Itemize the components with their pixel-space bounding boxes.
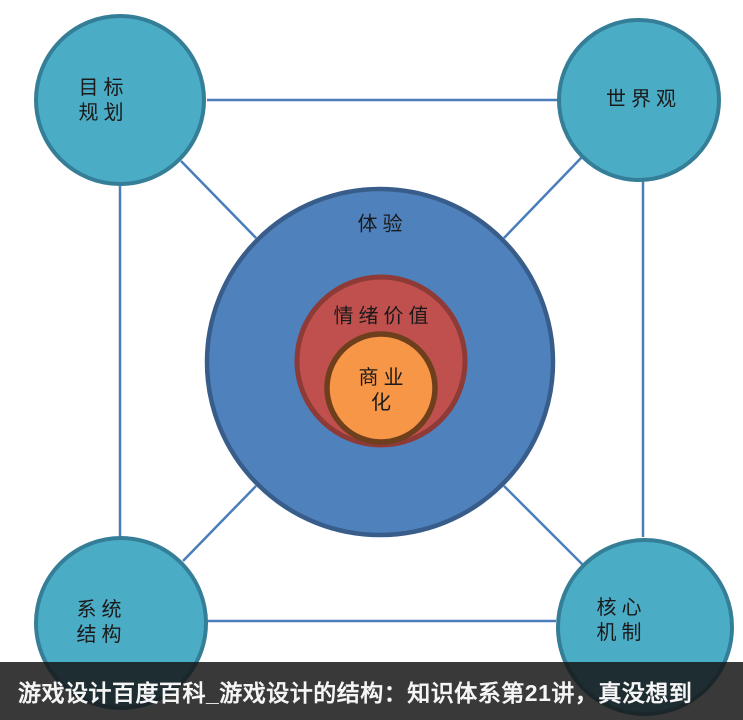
venn-inner-label-line: 商业 [358, 365, 409, 389]
node-label-bottom-right: 核心 机制 [592, 595, 647, 645]
node-label-line: 机制 [596, 620, 647, 644]
node-label-line: 系统 [76, 597, 127, 621]
node-label-line: 核心 [596, 595, 647, 619]
node-circle-top-right [557, 18, 721, 182]
node-circle-top-left [34, 14, 206, 186]
connector-diagonal-bottom-right [503, 485, 584, 566]
venn-middle-label: 情绪价值 [333, 303, 434, 328]
node-label-line: 结构 [76, 622, 127, 646]
node-label-bottom-left: 系统 结构 [72, 597, 127, 647]
venn-outer-label: 体验 [357, 211, 408, 236]
node-label-top-right: 世界观 [601, 87, 681, 112]
node-label-line: 世界观 [606, 86, 681, 111]
venn-inner-label-line: 化 [371, 390, 396, 414]
connector-diagonal-top-left [180, 160, 257, 239]
caption-bar: 游戏设计百度百科_游戏设计的结构：知识体系第21讲，真没想到 [0, 662, 743, 720]
venn-inner-circle [324, 331, 438, 445]
connector-diagonal-top-right [503, 156, 583, 239]
node-label-top-left: 目标 规划 [74, 75, 129, 125]
node-label-line: 规划 [78, 100, 129, 124]
caption-text: 游戏设计百度百科_游戏设计的结构：知识体系第21讲，真没想到 [18, 680, 693, 706]
venn-inner-label: 商业 化 [354, 365, 409, 415]
node-label-line: 目标 [78, 75, 129, 99]
connector-diagonal-bottom-left [182, 485, 257, 562]
